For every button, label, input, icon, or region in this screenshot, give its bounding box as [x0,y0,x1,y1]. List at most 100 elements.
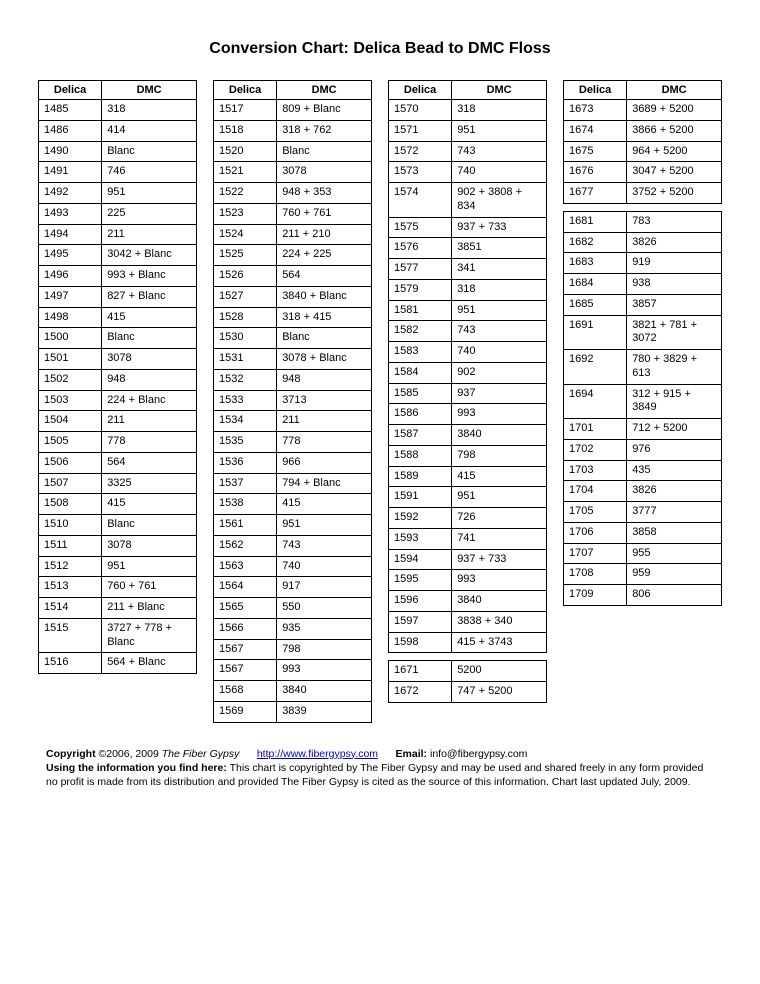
table-row: 1708 959 [564,564,722,585]
delica-cell: 1516 [39,653,102,674]
table-row: 1585 937 [389,383,547,404]
dmc-cell: 809 + Blanc [277,100,372,121]
delica-cell: 1589 [389,466,452,487]
dmc-cell: 3727 + 778 + Blanc [102,618,197,653]
dmc-cell: 948 [102,369,197,390]
table-row: 1568 3840 [214,681,372,702]
dmc-cell: 935 [277,618,372,639]
delica-cell: 1526 [214,266,277,287]
table-row: 1684 938 [564,274,722,295]
table-row: 1526 564 [214,266,372,287]
table-row: 1536 966 [214,452,372,473]
table-row: 1492951 [39,183,197,204]
delica-cell: 1494 [39,224,102,245]
dmc-cell: 743 [277,535,372,556]
delica-cell: 1569 [214,701,277,722]
dmc-cell: 3078 [102,535,197,556]
table-row: 1506564 [39,452,197,473]
dmc-cell: 415 [102,494,197,515]
header-delica: Delica [564,81,627,100]
delica-cell: 1588 [389,445,452,466]
table-row: 1587 3840 [389,425,547,446]
delica-cell: 1506 [39,452,102,473]
site-url[interactable]: http://www.fibergypsy.com [257,748,378,760]
dmc-cell: Blanc [102,141,197,162]
delica-cell: 1573 [389,162,452,183]
dmc-cell: 318 [452,100,547,121]
dmc-cell: 318 + 415 [277,307,372,328]
delica-cell: 1702 [564,439,627,460]
dmc-cell: 902 + 3808 + 834 [452,183,547,218]
site-name: The Fiber Gypsy [162,748,240,760]
table-row: 1579 318 [389,279,547,300]
dmc-cell: 3857 [627,294,722,315]
copyright-years: ©2006, 2009 [99,748,159,760]
table-row: 15013078 [39,349,197,370]
table-row: 1706 3858 [564,522,722,543]
delica-cell: 1491 [39,162,102,183]
table-row: 1513760 + 761 [39,577,197,598]
delica-cell: 1576 [389,238,452,259]
table-row: 1584 902 [389,362,547,383]
table-row: 1498415 [39,307,197,328]
dmc-cell: 211 [102,411,197,432]
delica-cell: 1518 [214,120,277,141]
table-row: 1516564 + Blanc [39,653,197,674]
table-row: 1496993 + Blanc [39,266,197,287]
dmc-cell: 778 [102,432,197,453]
table-row: 1500Blanc [39,328,197,349]
table-row: 1575 937 + 733 [389,217,547,238]
dmc-cell: 951 [452,300,547,321]
table-row: 1572 743 [389,141,547,162]
delica-cell: 1677 [564,183,627,204]
delica-cell: 1566 [214,618,277,639]
delica-cell: 1492 [39,183,102,204]
dmc-cell: 415 [102,307,197,328]
table-row: 1676 3047 + 5200 [564,162,722,183]
table-row: 1524 211 + 210 [214,224,372,245]
table-row: 1493225 [39,203,197,224]
table-row: 1583 740 [389,342,547,363]
delica-cell: 1522 [214,183,277,204]
delica-cell: 1672 [389,682,452,703]
table-row: 1491746 [39,162,197,183]
table-row: 1682 3826 [564,232,722,253]
delica-cell: 1502 [39,369,102,390]
table-row: 1565 550 [214,598,372,619]
dmc-cell: 3839 [277,701,372,722]
dmc-cell: 798 [452,445,547,466]
dmc-cell: 938 [627,274,722,295]
table-row: 1535 778 [214,432,372,453]
table-row: 1581 951 [389,300,547,321]
dmc-cell: 951 [452,487,547,508]
table-row: 1532 948 [214,369,372,390]
header-delica: Delica [39,81,102,100]
dmc-cell: 948 [277,369,372,390]
delica-cell: 1511 [39,535,102,556]
table-row: 1503224 + Blanc [39,390,197,411]
table-row: 1709 806 [564,585,722,606]
table-row: 1691 3821 + 781 + 3072 [564,315,722,350]
delica-cell: 1568 [214,681,277,702]
email-label: Email: [396,748,428,760]
delica-cell: 1535 [214,432,277,453]
dmc-cell: 3858 [627,522,722,543]
dmc-cell: 415 [452,466,547,487]
dmc-cell: 746 [102,162,197,183]
delica-cell: 1507 [39,473,102,494]
table-row: 1494211 [39,224,197,245]
delica-cell: 1530 [214,328,277,349]
dmc-cell: 993 + Blanc [102,266,197,287]
dmc-cell: 415 + 3743 [452,632,547,653]
table-row: 1681 783 [564,211,722,232]
delica-cell: 1597 [389,611,452,632]
dmc-cell: 224 + 225 [277,245,372,266]
delica-cell: 1593 [389,528,452,549]
delica-cell: 1493 [39,203,102,224]
dmc-cell: 743 [452,321,547,342]
dmc-cell: 743 [452,141,547,162]
dmc-cell: 211 [102,224,197,245]
table-row: 1497827 + Blanc [39,286,197,307]
dmc-cell: 747 + 5200 [452,682,547,703]
table-row: 1694 312 + 915 + 3849 [564,384,722,419]
